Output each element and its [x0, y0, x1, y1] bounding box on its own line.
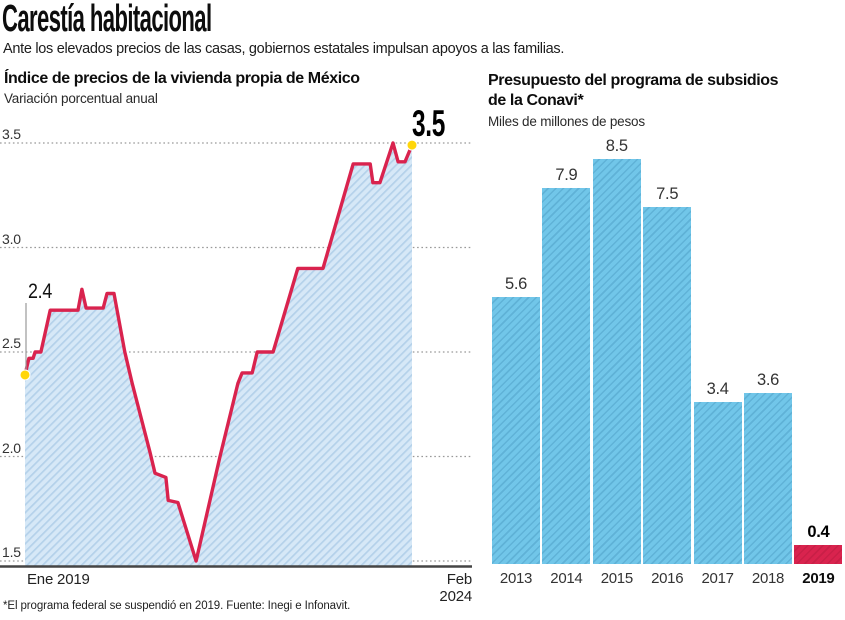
bar-value-label-2013: 5.6 — [504, 275, 528, 294]
y-tick-label-3.5: 3.5 — [2, 126, 21, 142]
x-tick-label-2018: 2018 — [751, 570, 785, 587]
bar-2018 — [744, 392, 792, 564]
x-tick-label-2016: 2016 — [651, 570, 684, 587]
start-value-annotation: 2.4 — [28, 280, 53, 303]
bar-value-label-2019: 0.4 — [807, 522, 830, 541]
area-fill — [25, 143, 412, 566]
bar-2015 — [592, 159, 641, 564]
end-value-annotation: 3.5 — [412, 103, 445, 144]
housing-price-line-chart — [0, 139, 472, 568]
x-tick-label-2014: 2014 — [550, 570, 583, 587]
end-point-dot — [406, 139, 418, 151]
start-point-dot — [19, 369, 31, 381]
left-chart-subtitle: Variación porcentual anual — [4, 91, 158, 106]
x-axis-start-label: Ene 2019 — [27, 571, 90, 588]
bar-value-label-2014: 7.9 — [555, 165, 578, 184]
left-chart-title: Índice de precios de la vivienda propia … — [4, 70, 360, 87]
bar-2013 — [492, 297, 540, 564]
bar-2016 — [643, 207, 692, 564]
bar-2019 — [794, 544, 843, 564]
x-tick-label-2019: 2019 — [802, 570, 835, 587]
price-line — [23, 141, 414, 563]
right-chart-title-line1: Presupuesto del programa de subsidios — [488, 72, 779, 89]
bar-value-label-2018: 3.6 — [756, 370, 780, 389]
y-tick-label-2.5: 2.5 — [2, 335, 21, 351]
source-footnote: *El programa federal se suspendió en 201… — [3, 600, 351, 612]
x-tick-label-2013: 2013 — [499, 570, 533, 587]
bar-value-label-2017: 3.4 — [706, 380, 729, 399]
bar-value-label-2016: 7.5 — [656, 185, 679, 203]
right-chart-subtitle: Miles de millones de pesos — [488, 114, 645, 129]
y-tick-label-1.5: 1.5 — [2, 544, 21, 560]
x-axis-end-label: Feb 2024 — [439, 571, 472, 605]
bar-value-label-2015: 8.5 — [605, 137, 628, 156]
y-tick-label-3.0: 3.0 — [2, 230, 21, 247]
y-tick-label-2.0: 2.0 — [2, 439, 21, 456]
page-title: Carestía habitacional — [2, 0, 212, 40]
bar-2017 — [693, 402, 742, 564]
page-subtitle: Ante los elevados precios de las casas, … — [3, 41, 565, 57]
right-chart-title-line2: de la Conavi* — [488, 92, 584, 109]
bar-2014 — [542, 187, 591, 564]
x-tick-label-2015: 2015 — [600, 570, 633, 587]
x-tick-label-2017: 2017 — [701, 570, 734, 587]
